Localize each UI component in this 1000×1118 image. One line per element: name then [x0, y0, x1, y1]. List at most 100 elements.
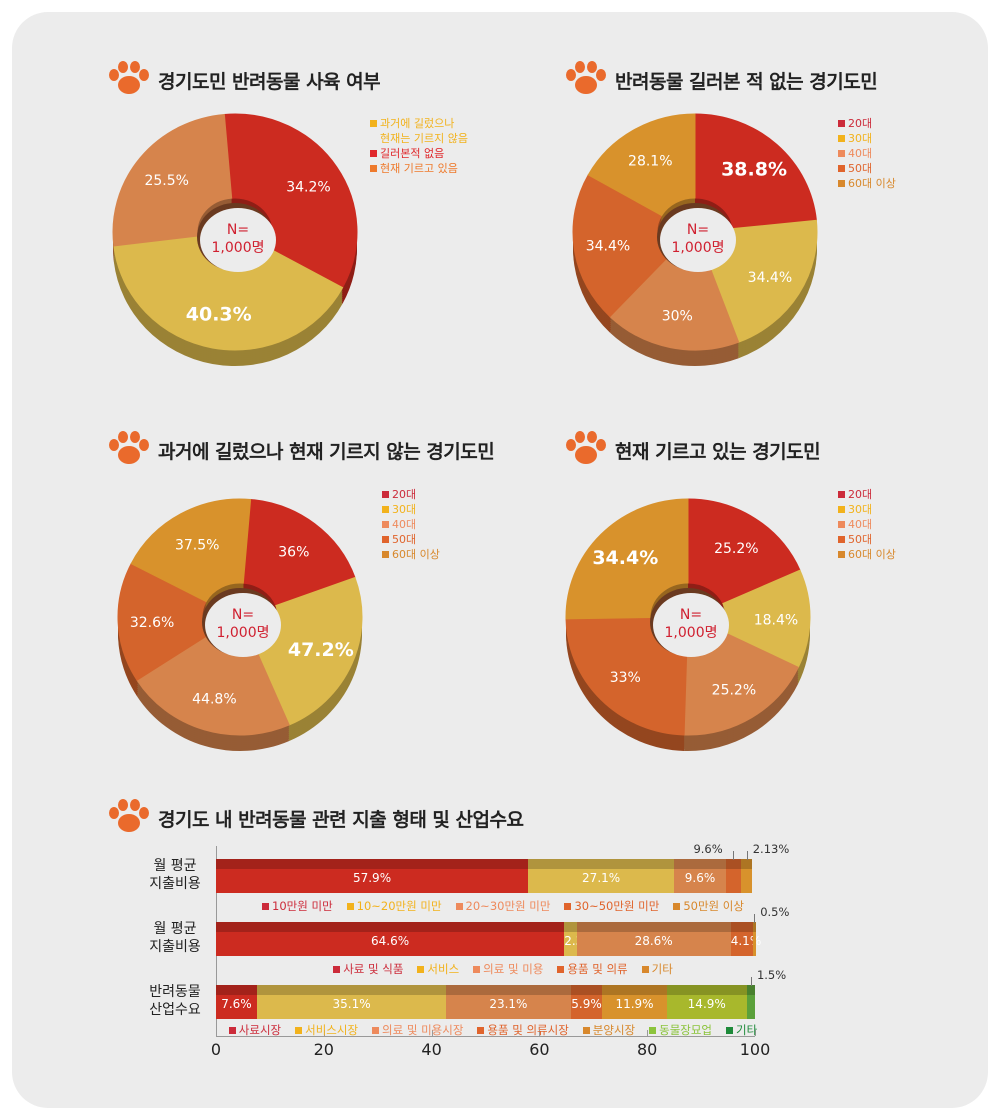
legend-item: 의료 및 미용 [473, 962, 543, 976]
pie-chart-title: 경기도민 반려동물 사육 여부 [108, 60, 381, 101]
bar-segment [740, 859, 753, 893]
legend-label: 50대 [848, 162, 873, 175]
legend-label: 과거에 길렀으나 [380, 117, 455, 130]
legend-item: 60대 이상 [838, 547, 896, 562]
bar-value-label: 23.1% [489, 997, 528, 1011]
legend-label: 서비스 [427, 962, 460, 976]
leader-line [733, 851, 735, 860]
chart-title: 현재 기르고 있는 경기도민 [615, 441, 821, 463]
slice-label: 25.2% [712, 683, 756, 699]
legend-label: 40대 [848, 518, 873, 531]
legend-swatch [417, 966, 425, 973]
legend-label: 기타 [736, 1023, 758, 1037]
legend-item: 30~50만원 미만 [564, 899, 659, 913]
row-label-line: 산업수요 [149, 1002, 201, 1018]
legend-item: 50대 [838, 161, 896, 176]
legend-item: 길러본적 없음 [370, 146, 468, 161]
legend-swatch [477, 1027, 485, 1034]
legend-item: 40대 [838, 517, 896, 532]
donut-hole [660, 208, 736, 272]
legend-label: 40대 [848, 147, 873, 160]
legend-label: 서비스시장 [305, 1023, 359, 1037]
bar-segment [576, 922, 731, 956]
bar-segment [216, 859, 529, 893]
chart-legend: 20대 30대 40대 50대 60대 이상 [838, 487, 896, 562]
legend-label: 용품 및 의류시장 [487, 1023, 569, 1037]
slice-label: 34.4% [586, 238, 630, 254]
x-tick-label: 0 [210, 1040, 222, 1059]
bar-value-label: 57.9% [352, 871, 392, 885]
pie-chart-title: 반려동물 길러본 적 없는 경기도민 [565, 60, 878, 101]
bar-outside-label: 2.13% [752, 842, 790, 856]
legend-swatch [382, 551, 389, 558]
legend-label: 동물장묘업 [659, 1023, 713, 1037]
row-label-line: 지출비용 [149, 876, 201, 892]
center-label: 1,000명 [672, 240, 725, 256]
legend-label: 사료 및 식품 [343, 962, 404, 976]
legend-swatch [838, 165, 845, 172]
bar-segment [216, 922, 565, 956]
pie-slice [565, 498, 689, 620]
legend-label: 10~20만원 미만 [356, 899, 442, 913]
legend-label: 현재는 기르지 않음 [380, 132, 468, 145]
legend-item: 20~30만원 미만 [455, 899, 550, 913]
legend-item: 과거에 길렀으나 [370, 116, 468, 131]
legend-label: 30대 [392, 503, 417, 516]
pie-chart-title: 현재 기르고 있는 경기도민 [565, 430, 821, 471]
legend-item: 현재는 기르지 않음 [370, 131, 468, 146]
legend-label: 50대 [392, 533, 417, 546]
legend-label: 30대 [848, 132, 873, 145]
slice-label: 40.3% [186, 304, 252, 326]
legend-swatch [726, 1027, 734, 1034]
legend-swatch [838, 551, 845, 558]
row-label-line: 지출비용 [149, 939, 201, 955]
bar-value-label: 9.6% [684, 871, 716, 885]
x-tick [755, 1030, 756, 1036]
donut-chart: N= 1,000명 34.2% 40.3% 25.5% [112, 113, 358, 367]
legend-swatch [382, 506, 389, 513]
x-tick [539, 1030, 541, 1036]
legend-item: 사료 및 식품 [333, 962, 403, 976]
center-label: N= [687, 222, 709, 238]
donut-chart: N= 1,000명 25.2% 18.4% 25.2% 33% 34.4% [565, 498, 811, 751]
legend-label: 10만원 미만 [272, 899, 333, 913]
pie-slice [112, 113, 233, 247]
pie-slice [130, 498, 252, 603]
pie-chart-title: 과거에 길렀으나 현재 기르지 않는 경기도민 [108, 430, 495, 471]
slice-label: 36% [278, 545, 309, 561]
legend-item: 40대 [838, 146, 896, 161]
bar-value-label: 11.9% [615, 997, 654, 1011]
legend-item: 20대 [838, 487, 896, 502]
row-label-line: 월 평균 [153, 921, 197, 937]
bar-chart-title: 경기도 내 반려동물 관련 지출 형태 및 산업수요 [108, 798, 524, 839]
bar-segment [666, 985, 747, 1019]
legend-item: 서비스시장 [295, 1023, 358, 1037]
legend-swatch [455, 903, 463, 910]
row-label-line: 월 평균 [153, 858, 197, 874]
center-label: N= [227, 222, 249, 238]
bar-value-label: 5.9% [571, 997, 602, 1011]
chart-title: 과거에 길렀으나 현재 기르지 않는 경기도민 [158, 441, 495, 463]
legend-item: 10만원 미만 [262, 899, 333, 913]
legend-item: 30대 [838, 131, 896, 146]
legend-swatch [382, 491, 389, 498]
legend-swatch [370, 165, 377, 172]
leader-line [746, 851, 748, 860]
bar-outside-label: 9.6% [693, 842, 723, 856]
chart-legend: 과거에 길렀으나 현재는 기르지 않음 길러본적 없음 현재 기르고 있음 [370, 116, 468, 176]
legend-item: 40대 [382, 517, 440, 532]
legend-item: 60대 이상 [382, 547, 440, 562]
row-label-line: 반려동물 [149, 984, 201, 1000]
legend-label: 50대 [848, 533, 873, 546]
legend-label: 60대 이상 [848, 177, 896, 190]
legend-label: 20대 [392, 488, 417, 501]
x-tick-label: 80 [637, 1040, 658, 1059]
legend-label: 40대 [392, 518, 417, 531]
leader-line [750, 977, 752, 986]
legend-item: 기타 [726, 1023, 757, 1037]
chart-legend: 20대 30대 40대 50대 60대 이상 [382, 487, 440, 562]
legend-swatch [370, 120, 377, 127]
legend-swatch [641, 966, 649, 973]
